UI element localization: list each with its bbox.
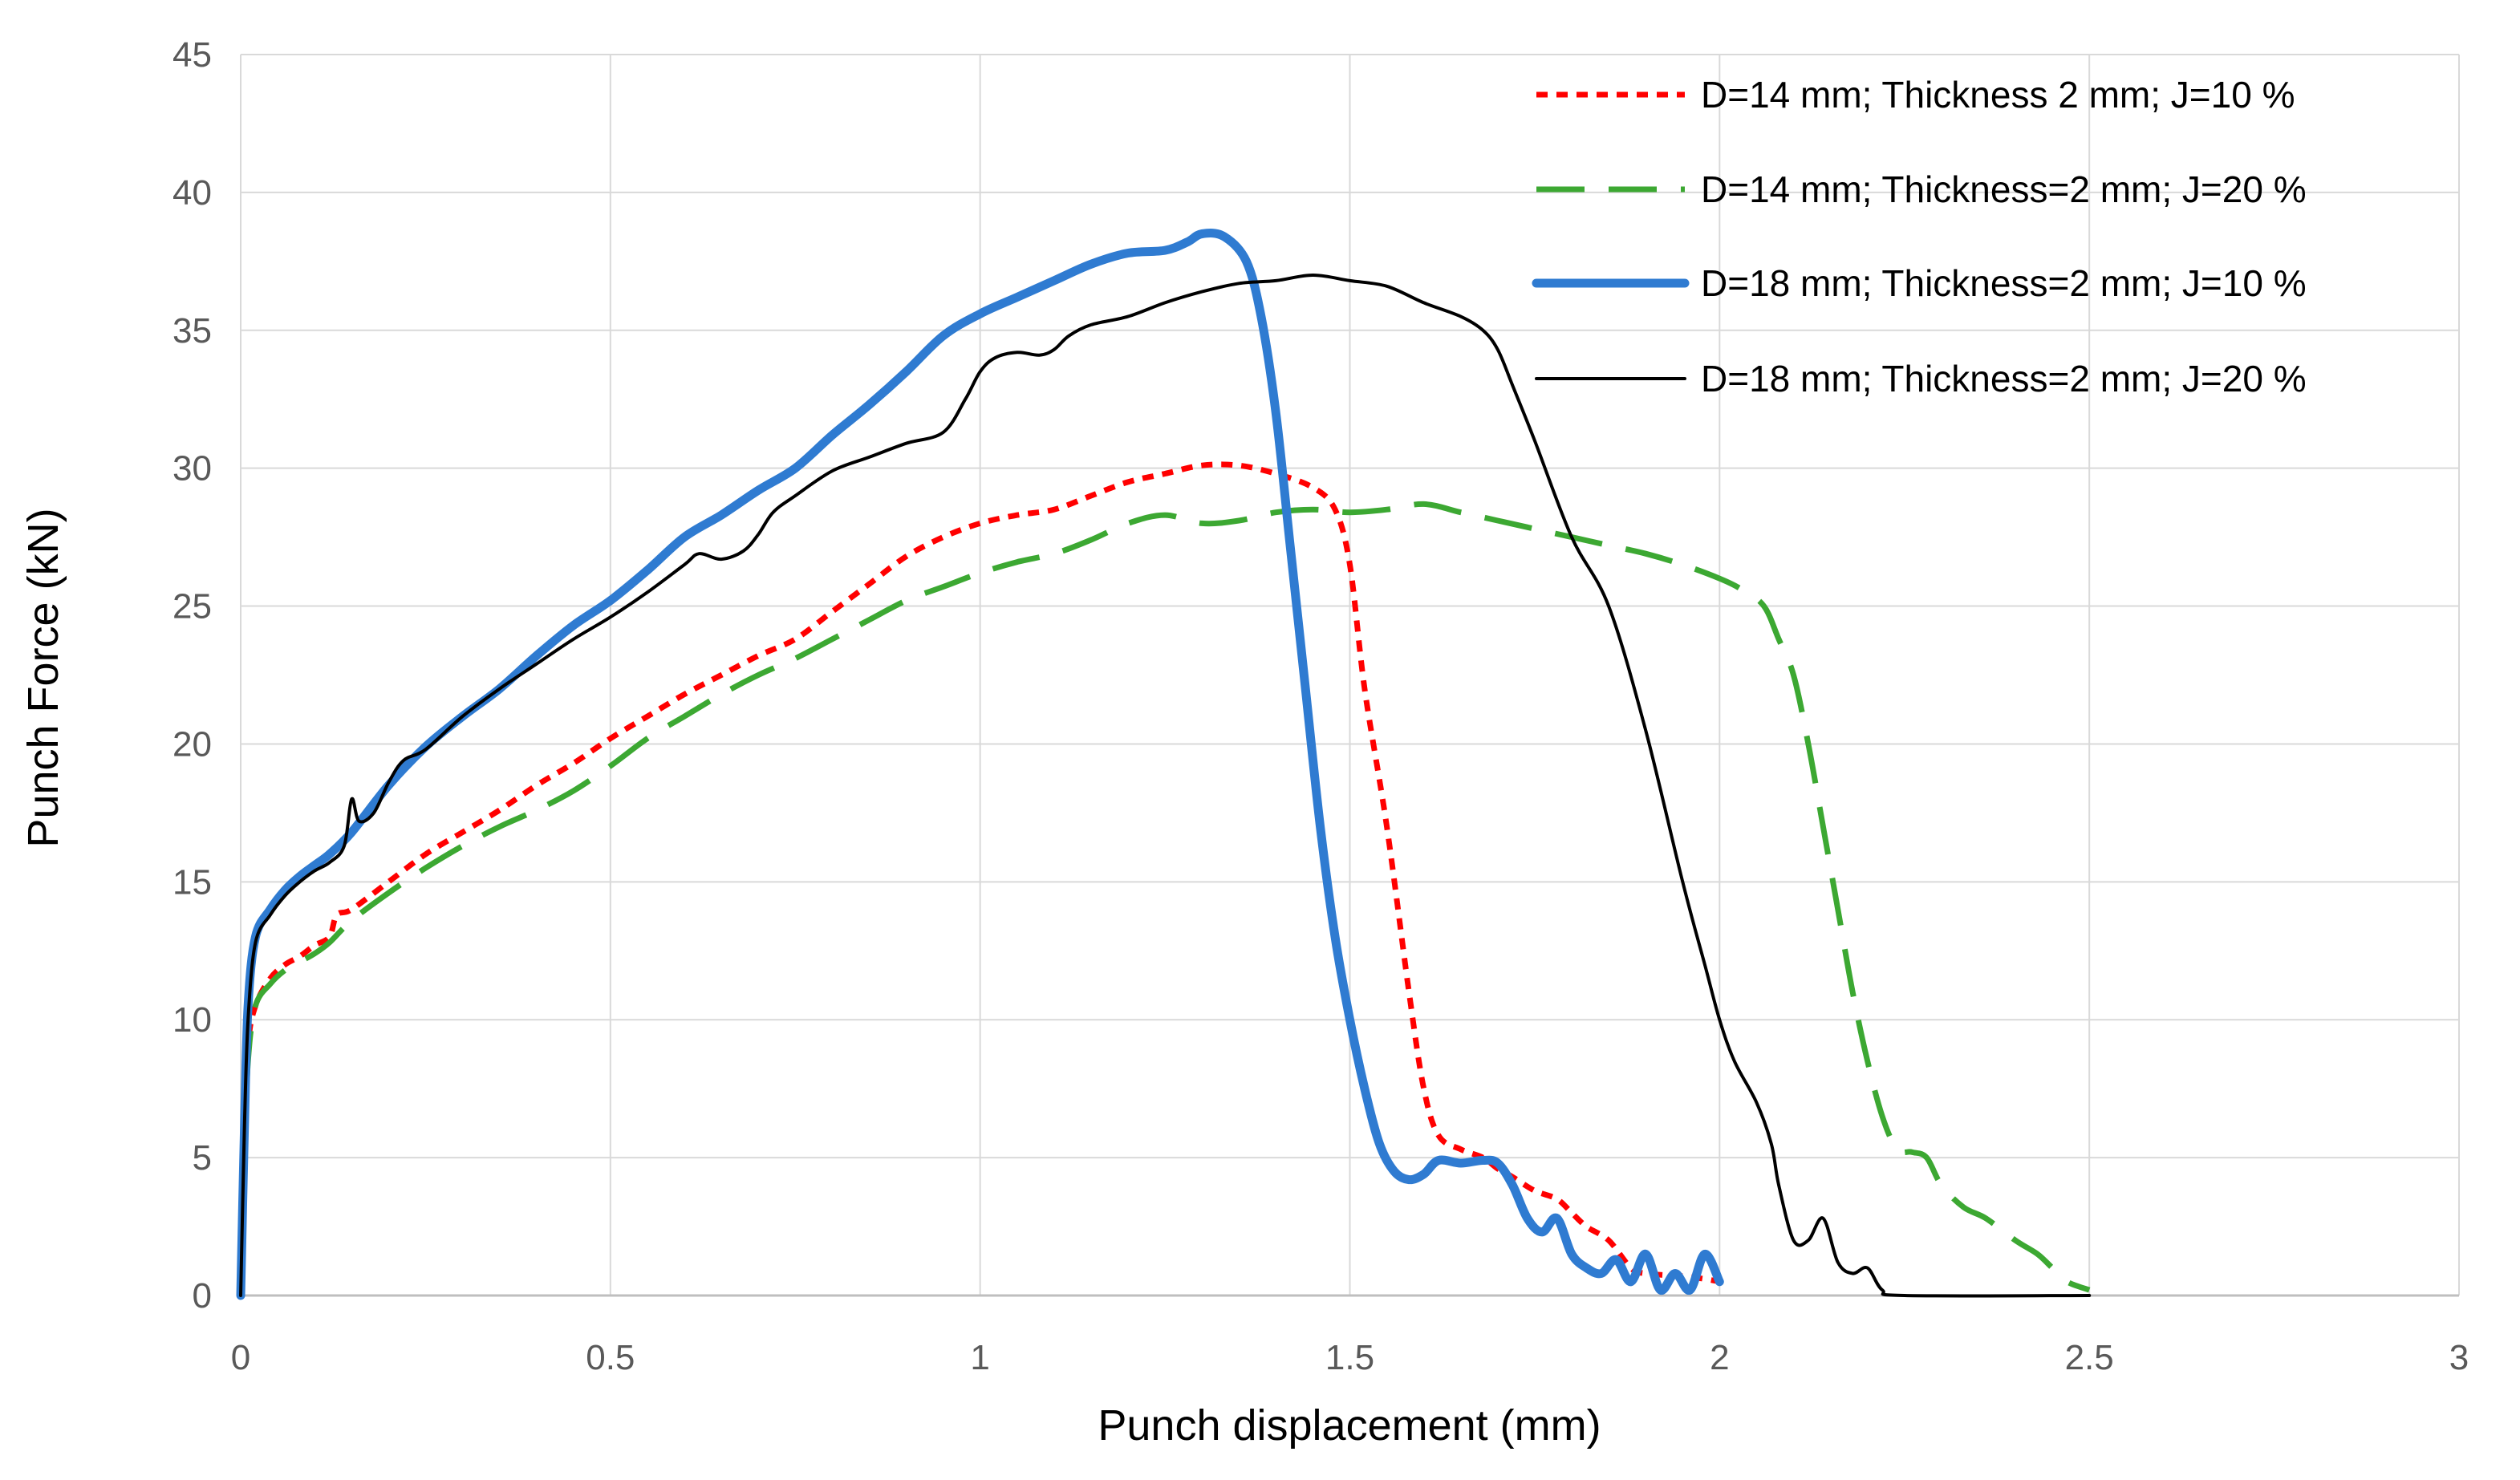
series-line-d18-j10: [236, 229, 1724, 1300]
legend-label-d18-j20: D=18 mm; Thickness=2 mm; J=20 %: [1701, 358, 2307, 399]
legend-label-d18-j10: D=18 mm; Thickness=2 mm; J=10 %: [1701, 262, 2307, 304]
y-axis-title: Punch Force (kN): [19, 508, 67, 847]
x-axis-title: Punch displacement (mm): [1098, 1401, 1601, 1450]
y-tick-label: 20: [172, 724, 212, 764]
y-tick-label: 5: [193, 1138, 212, 1178]
y-tick-label: 0: [193, 1276, 212, 1316]
y-tick-label: 40: [172, 173, 212, 213]
series-line-d18-j20: [239, 274, 2092, 1298]
x-tick-label: 2: [1710, 1338, 1729, 1377]
legend-label-d14-j10: D=14 mm; Thickness 2 mm; J=10 %: [1701, 74, 2295, 116]
x-tick-label: 1: [970, 1338, 989, 1377]
x-tick-label: 0: [231, 1338, 250, 1377]
series-line-d14-j20: [237, 501, 2091, 1296]
tick-labels: 0 5 10 15 20 25 30 35 40 45 0 0.5 1 1.5 2 2.5 3: [172, 35, 2469, 1377]
y-tick-label: 45: [172, 35, 212, 75]
x-tick-label: 2.5: [2065, 1338, 2114, 1377]
y-tick-label: 35: [172, 311, 212, 351]
y-tick-label: 25: [172, 587, 212, 626]
y-tick-label: 30: [172, 449, 212, 489]
data-series: [236, 229, 2092, 1300]
x-tick-label: 3: [2449, 1338, 2469, 1377]
legend-label-d14-j20: D=14 mm; Thickness=2 mm; J=20 %: [1701, 168, 2307, 210]
legend: D=14 mm; Thickness 2 mm; J=10 % D=14 mm; …: [1532, 74, 2307, 399]
x-tick-label: 1.5: [1325, 1338, 1374, 1377]
x-tick-label: 0.5: [586, 1338, 635, 1377]
y-tick-label: 10: [172, 1000, 212, 1040]
gridlines: [240, 54, 2460, 1296]
y-tick-label: 15: [172, 862, 212, 902]
